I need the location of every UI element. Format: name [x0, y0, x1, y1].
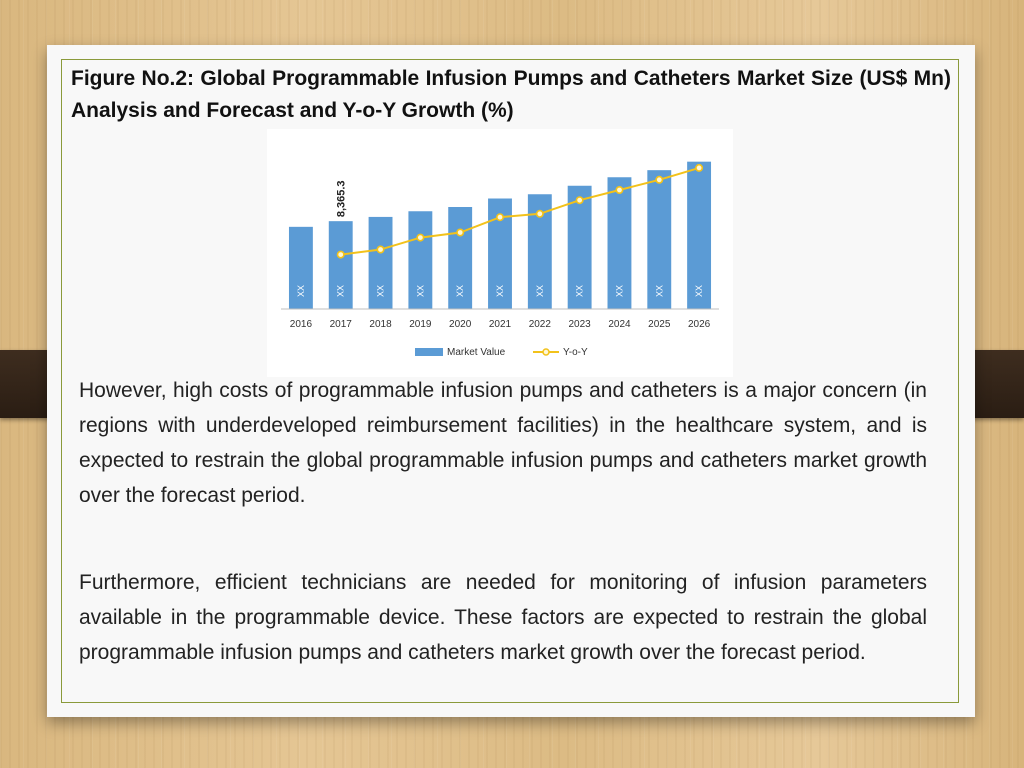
- bar-label-2020: XX: [455, 285, 465, 297]
- x-tick-2018: 2018: [369, 319, 392, 330]
- bar-2017: [328, 221, 353, 309]
- yoy-point-2021: [496, 213, 505, 222]
- bar-label-2018: XX: [376, 285, 386, 297]
- chart-container: XX XX XX XX XX XX XX XX XX XX XX 2016 2017 2018 2019 2…: [267, 129, 733, 377]
- yoy-point-2022: [535, 209, 544, 218]
- yoy-point-2026: [695, 163, 704, 172]
- bar-label-2016: XX: [296, 285, 306, 297]
- x-tick-2025: 2025: [648, 319, 671, 330]
- annotation-label: 8,365.3: [336, 180, 348, 217]
- yoy-point-2025: [655, 175, 664, 184]
- bar-2026: [687, 161, 712, 309]
- bar-label-2023: XX: [575, 285, 585, 297]
- bar-label-2022: XX: [535, 285, 545, 297]
- bar-label-2026: XX: [694, 285, 704, 297]
- x-tick-2023: 2023: [569, 319, 592, 330]
- yoy-line: [340, 166, 700, 256]
- figure-heading: Figure No.2: Global Programmable Infusio…: [71, 67, 951, 122]
- x-tick-2022: 2022: [529, 319, 552, 330]
- yoy-point-2024: [615, 185, 624, 194]
- yoy-point-2023: [575, 196, 584, 205]
- x-tick-2016: 2016: [290, 319, 313, 330]
- x-tick-2026: 2026: [688, 319, 711, 330]
- slide-frame: [61, 59, 959, 703]
- x-tick-2017: 2017: [330, 319, 353, 330]
- bar-2016: [288, 226, 313, 309]
- bar-label-2017: XX: [336, 285, 346, 297]
- bar-label-2021: XX: [495, 285, 505, 297]
- yoy-point-2019: [416, 233, 425, 242]
- bar-label-2024: XX: [614, 285, 624, 297]
- bar-2022: [527, 194, 552, 309]
- x-tick-2019: 2019: [409, 319, 432, 330]
- yoy-point-2018: [376, 245, 385, 254]
- paragraph-1: However, high costs of programmable infu…: [79, 379, 927, 507]
- yoy-point-2020: [456, 228, 465, 237]
- legend-swatch-market-value: [415, 348, 443, 356]
- x-tick-2021: 2021: [489, 319, 512, 330]
- legend-label-market-value: Market Value: [447, 347, 506, 358]
- legend-label-yoy: Y-o-Y: [563, 347, 588, 358]
- legend-marker-yoy: [542, 348, 550, 356]
- bar-label-2019: XX: [415, 285, 425, 297]
- x-tick-2024: 2024: [608, 319, 631, 330]
- slide-paper: Figure No.2: Global Programmable Infusio…: [47, 45, 975, 717]
- bar-2019: [408, 211, 433, 309]
- bar-2021: [488, 198, 512, 309]
- yoy-point-2017: [336, 250, 345, 259]
- paragraph-2: Furthermore, efficient technicians are n…: [79, 571, 927, 664]
- bar-2025: [647, 170, 672, 309]
- market-chart: XX XX XX XX XX XX XX XX XX XX XX 2016 2017 2018 2019 2…: [281, 161, 719, 358]
- bar-label-2025: XX: [654, 285, 664, 297]
- bar-2024: [607, 177, 632, 309]
- x-tick-2020: 2020: [449, 319, 472, 330]
- bar-2023: [567, 185, 592, 309]
- bar-2018: [368, 216, 393, 309]
